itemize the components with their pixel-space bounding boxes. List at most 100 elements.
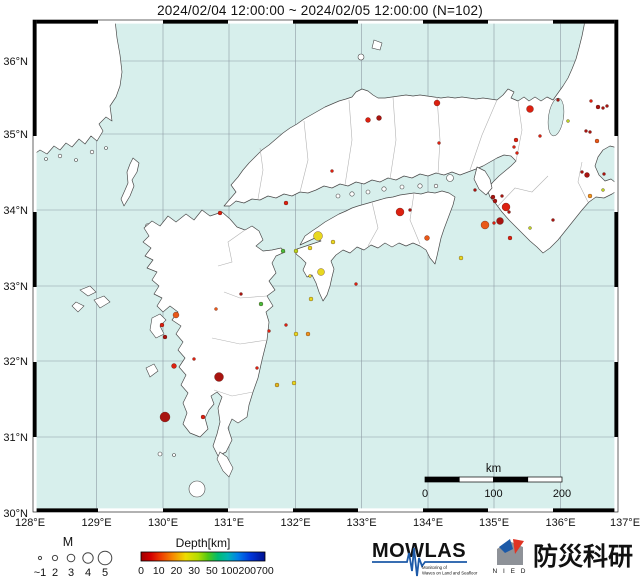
- land-tsushima: [120, 157, 140, 207]
- earthquake-marker: [492, 221, 496, 225]
- depth-tick-label: 100: [221, 565, 239, 577]
- longitude-label: 135°E: [479, 517, 509, 529]
- earthquake-marker: [283, 200, 289, 206]
- earthquake-marker: [293, 248, 299, 254]
- island: [417, 183, 423, 189]
- depth-tick-label: 700: [256, 565, 274, 577]
- earthquake-marker: [239, 292, 243, 296]
- earthquake-markers: [159, 98, 609, 423]
- depth-colorbar: [140, 551, 266, 562]
- earthquake-marker: [162, 334, 168, 340]
- depth-legend: Depth[km] 0 10 20 30 50 100 200 700: [138, 536, 274, 577]
- magnitude-legend-items: ~1 2 3 4 5: [34, 550, 113, 579]
- earthquake-marker: [526, 105, 534, 113]
- island: [74, 158, 78, 162]
- earthquake-marker: [284, 323, 288, 327]
- longitude-label: 134°E: [413, 517, 443, 529]
- earthquake-marker: [200, 414, 206, 420]
- earthquake-marker: [192, 357, 196, 361]
- earthquake-marker: [601, 188, 605, 192]
- depth-tick-label: 20: [171, 565, 183, 577]
- nied-mark-blue: [499, 539, 513, 553]
- island: [365, 189, 371, 195]
- magnitude-legend-circle: [51, 554, 59, 562]
- scale-tick-label: 0: [422, 488, 428, 500]
- longitude-label: 136°E: [545, 517, 575, 529]
- earthquake-marker: [424, 235, 430, 241]
- magnitude-legend-circle: [82, 552, 94, 564]
- earthquake-marker: [308, 274, 312, 278]
- mowlas-waveform-icon: [372, 547, 467, 577]
- magnitude-legend-label: 3: [68, 567, 74, 579]
- land-honshu: [223, 20, 618, 254]
- earthquake-marker: [594, 138, 600, 144]
- island: [89, 149, 95, 155]
- earthquake-marker: [317, 268, 325, 276]
- distance-scale-bar: km 0 100 200: [422, 463, 571, 500]
- land-koshikijima: [145, 363, 159, 378]
- island: [57, 153, 63, 159]
- earthquake-marker: [274, 382, 280, 388]
- earthquake-marker: [538, 134, 542, 138]
- earthquake-marker: [605, 104, 609, 108]
- earthquake-marker: [584, 129, 588, 133]
- magnitude-legend: M ~1 2 3 4 5: [34, 535, 113, 579]
- earthquake-marker: [580, 170, 584, 174]
- earthquake-marker: [313, 231, 323, 241]
- earthquake-marker: [258, 301, 264, 307]
- earthquake-marker: [515, 151, 519, 155]
- nied-name: 防災科研: [533, 543, 633, 571]
- page-title: 2024/02/04 12:00:00 ~ 2024/02/05 12:00:0…: [157, 3, 483, 18]
- latitude-label: 32°N: [3, 356, 28, 368]
- latitude-label: 34°N: [3, 205, 28, 217]
- earthquake-marker: [501, 202, 511, 212]
- latitude-labels: 36°N 35°N 34°N 33°N 32°N 31°N 30°N: [3, 56, 28, 520]
- earthquake-marker: [305, 331, 311, 337]
- land-goto: [71, 301, 85, 313]
- land-kyushu: [142, 209, 286, 457]
- earthquake-marker: [354, 282, 358, 286]
- earthquake-marker: [490, 194, 496, 200]
- latitude-label: 36°N: [3, 56, 28, 68]
- earthquake-marker: [214, 307, 218, 311]
- latitude-label: 31°N: [3, 432, 28, 444]
- longitude-label: 133°E: [346, 517, 376, 529]
- earthquake-marker: [330, 169, 334, 173]
- earthquake-marker: [395, 207, 405, 217]
- island: [349, 191, 355, 197]
- map-frame: [32, 19, 619, 513]
- magnitude-legend-circle: [66, 553, 76, 563]
- depth-tick-label: 10: [153, 565, 165, 577]
- mowlas-tagline-2: Waves on Land and Seafloor: [422, 571, 478, 576]
- earthquake-marker: [528, 226, 532, 230]
- longitude-label: 137°E: [610, 517, 640, 529]
- map-layers: km 0 100 200: [33, 20, 618, 512]
- latitude-label: 35°N: [3, 129, 28, 141]
- depth-tick-label: 50: [206, 565, 218, 577]
- depth-tick-label: 30: [188, 565, 200, 577]
- island: [399, 184, 405, 190]
- earthquake-marker: [214, 372, 224, 382]
- earthquake-marker: [473, 188, 477, 192]
- island: [157, 451, 163, 457]
- scale-tick-label: 100: [484, 488, 502, 500]
- earthquake-marker: [588, 130, 592, 134]
- earthquake-marker: [551, 218, 555, 222]
- earthquake-marker: [330, 239, 336, 245]
- earthquake-marker: [217, 210, 223, 216]
- earthquake-marker: [437, 141, 441, 145]
- depth-tick-label: 200: [238, 565, 256, 577]
- earthquake-marker: [408, 208, 412, 212]
- earthquake-marker: [589, 99, 593, 103]
- island: [335, 193, 341, 199]
- island: [381, 186, 387, 192]
- latitude-label: 33°N: [3, 281, 28, 293]
- land-goto: [79, 285, 97, 297]
- landmass-layer: [33, 20, 618, 498]
- land-yakushima: [188, 480, 206, 498]
- island: [44, 157, 48, 161]
- mowlas-logo: MOWLAS Monitoring of Waves on Land and S…: [372, 540, 478, 577]
- longitude-label: 128°E: [15, 517, 45, 529]
